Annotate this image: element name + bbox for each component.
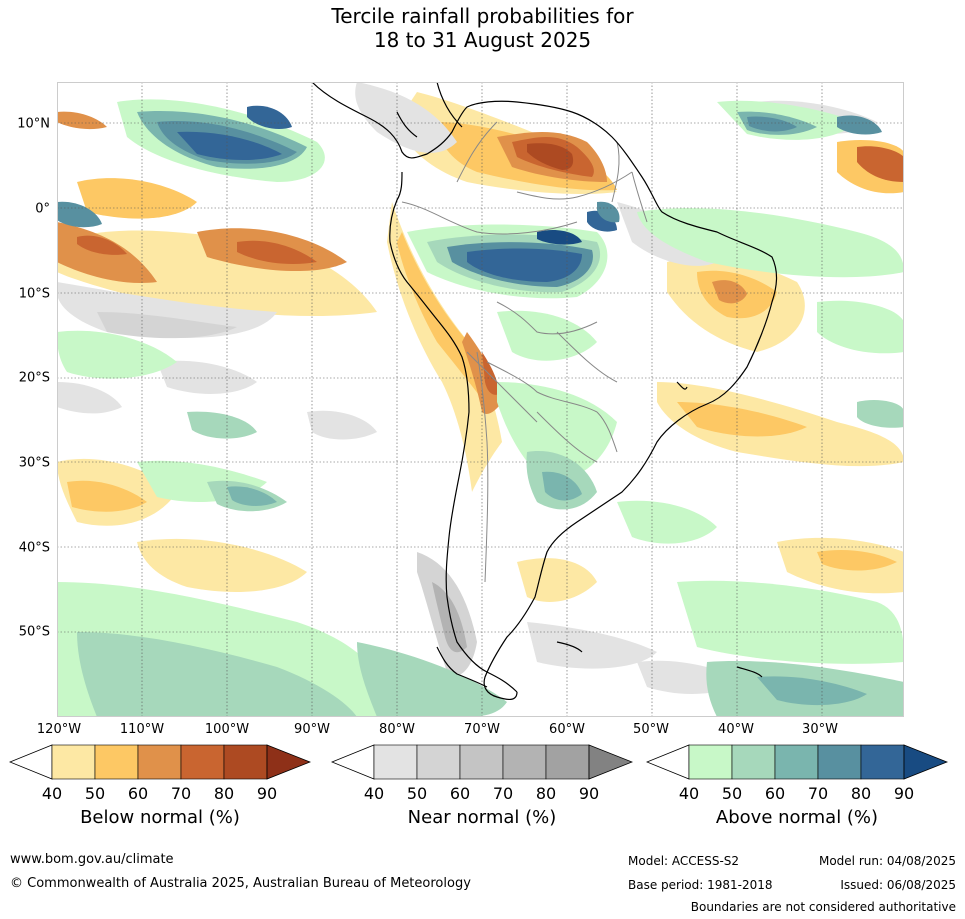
- title-line-2: 18 to 31 August 2025: [373, 28, 592, 52]
- footer-website: www.bom.gov.au/climate: [10, 852, 174, 867]
- footer-copyright: © Commonwealth of Australia 2025, Austra…: [10, 876, 471, 891]
- tick-label: 60: [764, 784, 786, 803]
- title-line-1: Tercile rainfall probabilities for: [331, 4, 634, 28]
- lon-label-30w: 30°W: [802, 722, 838, 737]
- lon-label-70w: 70°W: [464, 722, 500, 737]
- lat-label-10s: 10°S: [18, 286, 50, 302]
- colorbar-near-normal-label: Near normal (%): [407, 807, 557, 828]
- colorbar-above-normal: [646, 744, 948, 780]
- map-gridlines: [57, 82, 904, 717]
- colorbar-max-triangle: [903, 744, 948, 780]
- tick-label: 60: [449, 784, 471, 803]
- lon-label-100w: 100°W: [204, 722, 250, 737]
- colorbar-max-triangle: [588, 744, 633, 780]
- lon-label-50w: 50°W: [633, 722, 669, 737]
- country-borders: [401, 121, 648, 583]
- tick-label: 80: [535, 784, 557, 803]
- colorbar-below-normal: [9, 744, 311, 780]
- tick-label: 60: [127, 784, 149, 803]
- near-normal-patches: [57, 82, 877, 694]
- lon-label-110w: 110°W: [119, 722, 165, 737]
- lat-label-50s: 50°S: [18, 624, 50, 640]
- tick-label: 40: [41, 784, 63, 803]
- colorbar-min-triangle: [646, 744, 690, 780]
- colorbar-min-triangle: [9, 744, 53, 780]
- tick-label: 90: [893, 784, 915, 803]
- colorbar-above-normal-label: Above normal (%): [715, 807, 879, 828]
- colorbar-segment: [545, 744, 590, 780]
- colorbar-segment: [502, 744, 547, 780]
- lat-label-30s: 30°S: [18, 455, 50, 471]
- colorbar-segment: [459, 744, 504, 780]
- coastline: [311, 82, 778, 700]
- colorbar-segment: [416, 744, 461, 780]
- tick-label: 50: [721, 784, 743, 803]
- tick-label: 70: [170, 784, 192, 803]
- lat-label-10n: 10°N: [17, 116, 50, 132]
- tick-label: 70: [492, 784, 514, 803]
- colorbar-segment: [94, 744, 139, 780]
- lat-label-20s: 20°S: [18, 370, 50, 386]
- colorbar-segment: [860, 744, 905, 780]
- colorbar-segment: [373, 744, 418, 780]
- probability-map: [57, 82, 904, 717]
- colorbar-segment: [774, 744, 819, 780]
- lat-label-40s: 40°S: [18, 540, 50, 556]
- footer-model: Model: ACCESS-S2: [628, 854, 740, 868]
- colorbar-segment: [688, 744, 733, 780]
- tick-label: 40: [678, 784, 700, 803]
- colorbar-max-triangle: [266, 744, 311, 780]
- lon-label-40w: 40°W: [718, 722, 754, 737]
- colorbar-near-normal-segments: [331, 744, 633, 780]
- colorbar-below-normal-label: Below normal (%): [80, 807, 240, 828]
- tick-label: 80: [850, 784, 872, 803]
- lon-label-60w: 60°W: [549, 722, 585, 737]
- tick-label: 70: [807, 784, 829, 803]
- colorbar-min-triangle: [331, 744, 375, 780]
- colorbar-segment: [51, 744, 96, 780]
- colorbar-above-normal-segments: [646, 744, 948, 780]
- footer-base-period: Base period: 1981-2018: [628, 878, 773, 892]
- footer-disclaimer: Boundaries are not considered authoritat…: [690, 900, 956, 914]
- tick-label: 90: [256, 784, 278, 803]
- footer-model-run: Model run: 04/08/2025: [818, 854, 956, 868]
- colorbar-segment: [180, 744, 225, 780]
- colorbar-segment: [223, 744, 268, 780]
- footer-issued: Issued: 06/08/2025: [840, 878, 956, 892]
- tick-label: 50: [406, 784, 428, 803]
- tick-label: 90: [578, 784, 600, 803]
- colorbar-segment: [817, 744, 862, 780]
- lon-label-120w: 120°W: [36, 722, 82, 737]
- tick-label: 50: [84, 784, 106, 803]
- tick-label: 40: [363, 784, 385, 803]
- lon-label-90w: 90°W: [294, 722, 330, 737]
- lon-label-80w: 80°W: [379, 722, 415, 737]
- colorbar-segment: [137, 744, 182, 780]
- colorbar-below-normal-segments: [9, 744, 311, 780]
- tick-label: 80: [213, 784, 235, 803]
- lat-label-0: 0°: [35, 201, 50, 217]
- colorbar-near-normal: [331, 744, 633, 780]
- colorbar-segment: [731, 744, 776, 780]
- chart-title: Tercile rainfall probabilities for 18 to…: [0, 4, 965, 52]
